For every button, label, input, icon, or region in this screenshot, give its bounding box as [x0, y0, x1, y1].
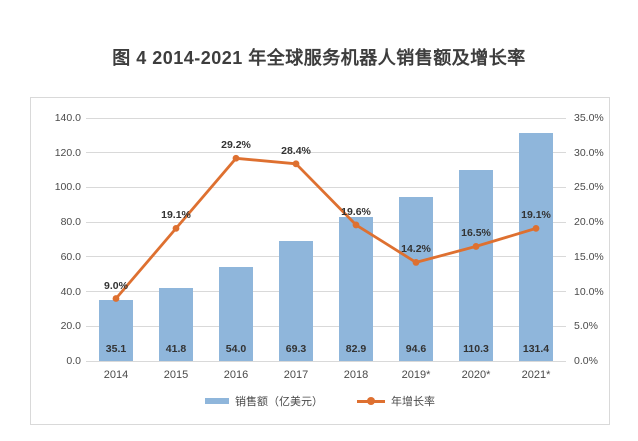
legend-bar-swatch-icon [205, 398, 229, 404]
left-axis-tick-label: 120.0 [54, 146, 81, 159]
line-marker-icon [292, 160, 300, 168]
line-value-label: 14.2% [401, 243, 431, 256]
gridline [86, 360, 566, 362]
gridline [86, 256, 566, 258]
line-value-label: 29.2% [221, 139, 251, 152]
right-axis-tick-label: 0.0% [574, 355, 598, 367]
line-marker-icon [532, 224, 540, 232]
bar-value-label: 110.3 [463, 343, 489, 355]
gridline [86, 152, 566, 154]
growth-line [112, 154, 540, 302]
bar-value-label: 94.6 [405, 343, 427, 355]
bar [339, 217, 373, 361]
left-axis-tick-label: 20.0 [60, 320, 81, 333]
x-axis-tick-label: 2017 [283, 369, 309, 381]
legend-growth-label: 年增长率 [391, 396, 435, 408]
x-axis-tick-label: 2019* [401, 369, 431, 381]
bar-value-label: 69.3 [285, 343, 307, 355]
gridline [86, 186, 566, 188]
gridline [86, 291, 566, 293]
left-axis-tick-label: 80.0 [60, 216, 81, 229]
bar [99, 300, 133, 361]
legend-line-swatch-icon [357, 397, 385, 406]
bar-value-label: 131.4 [522, 343, 550, 355]
figure-title: 图 4 2014-2021 年全球服务机器人销售额及增长率 [112, 48, 526, 68]
left-axis-tick-label: 40.0 [60, 285, 81, 298]
legend-item-growth: 年增长率 [357, 393, 435, 409]
plot-area: 35.1 41.8 54.0 69.3 82.9 94.6 110.3 131.4 9.0% 19… [86, 118, 566, 361]
left-axis-tick-label: 60.0 [60, 250, 81, 263]
bar [159, 288, 193, 361]
bar-value-label: 35.1 [105, 343, 127, 355]
x-axis-tick-label: 2018 [343, 369, 369, 381]
line-value-label: 16.5% [461, 227, 491, 240]
left-axis-tick-label: 140.0 [54, 112, 81, 124]
bar [219, 267, 253, 361]
line-value-label: 9.0% [104, 279, 128, 292]
gridline [86, 117, 566, 119]
bar [459, 169, 493, 361]
bar [519, 132, 553, 361]
legend-item-sales: 销售额（亿美元） [205, 393, 323, 409]
gridline [86, 325, 566, 327]
legend-sales-label: 销售额（亿美元） [235, 396, 323, 408]
gridline [86, 221, 566, 223]
bar-value-label: 54.0 [225, 343, 247, 355]
line-marker-icon [352, 221, 360, 229]
legend: 销售额（亿美元） 年增长率 [31, 393, 609, 409]
left-axis-tick-label: 0.0 [66, 355, 81, 367]
right-axis-tick-label: 15.0% [574, 250, 604, 263]
right-axis-tick-label: 20.0% [574, 216, 604, 229]
bar [399, 196, 433, 361]
chart: 35.1 41.8 54.0 69.3 82.9 94.6 110.3 131.4 9.0% 19… [30, 97, 610, 425]
line-marker-icon [412, 259, 420, 266]
bar-value-label: 82.9 [345, 343, 367, 355]
x-axis-tick-label: 2020* [461, 369, 491, 381]
line-value-label: 19.1% [161, 209, 191, 222]
x-axis-tick-label: 2016 [223, 369, 249, 381]
right-axis-tick-label: 10.0% [574, 285, 604, 298]
x-axis-tick-label: 2021* [521, 369, 551, 381]
right-axis-tick-label: 5.0% [574, 320, 598, 333]
bar [279, 240, 313, 361]
line-value-label: 19.1% [521, 209, 551, 222]
line-marker-icon [112, 295, 120, 302]
right-axis-tick-label: 30.0% [574, 146, 604, 159]
legend-line-marker-icon [367, 397, 375, 405]
line-value-label: 28.4% [281, 144, 311, 157]
x-axis-tick-label: 2015 [163, 369, 189, 381]
line-value-label: 19.6% [341, 205, 371, 218]
x-axis-tick-label: 2014 [103, 369, 129, 381]
right-axis-tick-label: 35.0% [574, 112, 604, 124]
line-marker-icon [232, 154, 240, 162]
bar-value-label: 41.8 [165, 343, 187, 355]
left-axis-tick-label: 100.0 [54, 181, 81, 194]
line-marker-icon [472, 243, 480, 250]
line-marker-icon [172, 224, 180, 232]
right-axis-tick-label: 25.0% [574, 181, 604, 194]
